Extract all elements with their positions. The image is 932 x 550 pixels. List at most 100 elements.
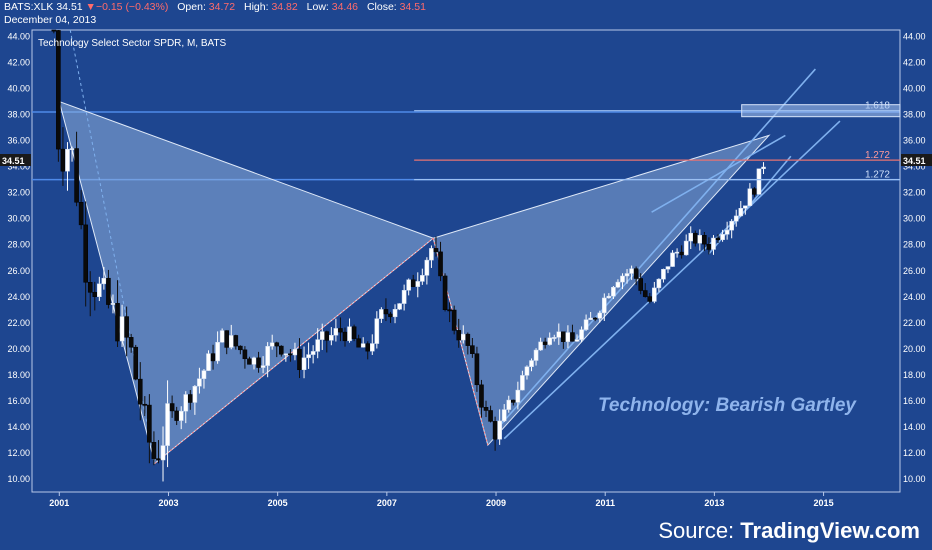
x-tick-label: 2015 [814, 498, 834, 508]
candle-body [602, 297, 607, 314]
y-tick-label-right: 40.00 [903, 84, 926, 94]
open-value: 34.72 [208, 1, 236, 13]
candle-body [188, 394, 193, 403]
candle-body [269, 342, 275, 347]
candle-body [711, 237, 716, 250]
candle-body [492, 421, 498, 440]
candle-body [456, 330, 462, 341]
candle-body [151, 442, 157, 459]
y-tick-label-left: 42.00 [7, 58, 30, 68]
y-tick-label-right: 16.00 [903, 396, 926, 406]
last-price-tag-right [901, 154, 932, 167]
down-arrow-icon: ▼ [85, 1, 96, 13]
candle-body [315, 339, 320, 352]
fib-level-label: 1.272 [865, 170, 890, 181]
candle-body [670, 252, 675, 267]
candle-body [87, 282, 93, 293]
candle-body [347, 326, 352, 342]
symbol-name[interactable]: BATS:XLK [4, 1, 54, 13]
candle-body [665, 266, 671, 270]
candle-body [106, 277, 111, 305]
close-label: Close: [366, 1, 397, 13]
candle-body [169, 403, 175, 412]
candle-body [242, 349, 248, 360]
candle-body [301, 357, 307, 371]
candle-body [642, 290, 648, 297]
candle-body [724, 229, 730, 235]
candle-body [401, 290, 407, 304]
candle-body [133, 346, 139, 380]
plot-frame [31, 29, 901, 493]
candle-body [720, 234, 725, 240]
high-value: 34.82 [271, 1, 298, 13]
candle-body [101, 277, 107, 285]
last-price-tag-left-text: 34.51 [2, 156, 25, 166]
fib-target-box [741, 104, 901, 118]
x-tick-label: 2011 [595, 498, 615, 508]
y-tick-label-right: 26.00 [903, 266, 926, 276]
candle-body [247, 358, 252, 365]
gartley-triangle-xab [58, 100, 435, 465]
candle-body [78, 202, 84, 226]
candle-body [529, 360, 534, 367]
candle-body [561, 331, 566, 342]
candle-body [174, 410, 179, 421]
candle-body [383, 309, 389, 315]
candle-body [119, 316, 125, 342]
candle-body [733, 215, 739, 222]
candle-body [160, 445, 166, 461]
y-tick-label-left: 38.00 [7, 110, 30, 120]
candle-body [683, 240, 689, 256]
y-tick-label-right: 42.00 [903, 58, 926, 68]
candle-body [329, 334, 334, 341]
candle-body [465, 333, 471, 346]
y-tick-label-left: 16.00 [7, 396, 30, 406]
candle-body [583, 319, 589, 330]
low-value: 34.46 [331, 1, 359, 13]
close-value: 34.51 [399, 1, 426, 13]
y-tick-label-right: 44.00 [903, 32, 926, 42]
candle-body [615, 281, 621, 288]
y-tick-label-left: 28.00 [7, 240, 30, 250]
candle-body [674, 251, 680, 254]
y-tick-label-right: 22.00 [903, 318, 926, 328]
trend-channel-line [651, 134, 786, 213]
candle-body [219, 330, 225, 343]
y-tick-label-left: 44.00 [7, 32, 30, 42]
price-change: −0.15 (−0.43%) [95, 1, 169, 13]
candle-body [729, 220, 734, 231]
candle-body [410, 279, 416, 287]
y-tick-label-right: 36.00 [903, 136, 926, 146]
candle-body [497, 420, 502, 440]
candle-body [442, 275, 448, 310]
candle-body [715, 237, 721, 240]
candle-body [260, 365, 266, 368]
high-label: High: [244, 1, 269, 13]
candle-body [633, 268, 639, 279]
candle-body [470, 345, 475, 354]
y-tick-label-right: 38.00 [903, 110, 926, 120]
candle-body [165, 403, 170, 446]
candle-body [137, 378, 143, 405]
candle-body [65, 148, 70, 172]
candle-body [224, 330, 230, 348]
candle-body [338, 328, 343, 333]
candle-body [178, 410, 184, 421]
fib-level-label: 1.272 [865, 150, 890, 161]
candle-body [379, 309, 384, 319]
candle-body [238, 345, 243, 351]
candle-body [592, 317, 598, 320]
candle-body [520, 375, 525, 391]
candle-body [233, 335, 239, 347]
candle-body [661, 268, 666, 280]
y-tick-label-right: 12.00 [903, 448, 926, 458]
candle-body [183, 394, 189, 412]
candle-body [447, 309, 452, 312]
candle-body [147, 404, 152, 443]
candle-body [752, 188, 757, 195]
candle-body [679, 251, 684, 256]
x-tick-label: 2007 [377, 498, 397, 508]
candle-body [556, 331, 562, 338]
